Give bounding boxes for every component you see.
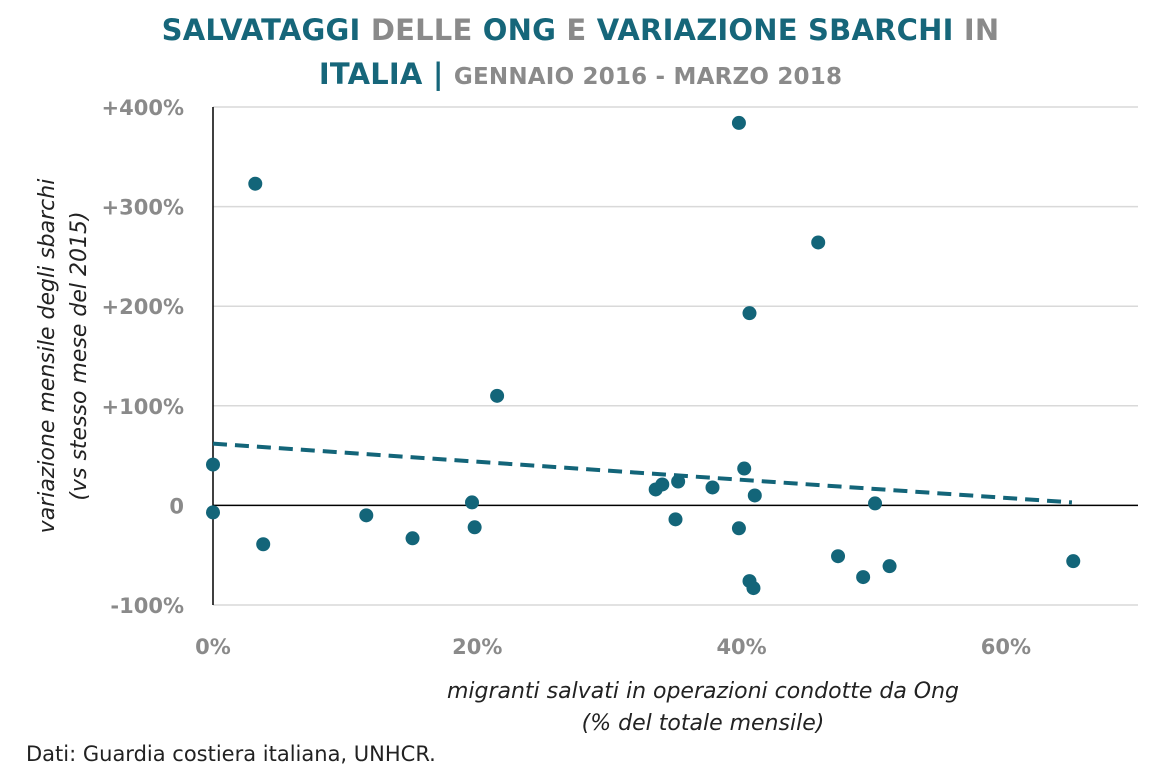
y-tick-label: +300% (102, 196, 184, 220)
title-part: VARIAZIONE SBARCHI (596, 13, 954, 47)
data-point (256, 537, 271, 552)
data-point (742, 306, 757, 321)
data-point (882, 559, 897, 574)
data-point (465, 495, 479, 510)
y-tick-label: +400% (102, 96, 184, 120)
data-point (668, 512, 683, 527)
trend-line-group (212, 441, 1073, 505)
data-point (746, 581, 761, 596)
data-point (405, 531, 420, 546)
data-point (731, 115, 746, 130)
data-point (731, 521, 746, 536)
y-tick-label: 0 (169, 494, 184, 518)
x-tick-label: 60% (981, 635, 1031, 659)
axes (212, 107, 1138, 605)
data-point (811, 235, 826, 250)
x-axis-label: (% del totale mensile) (582, 711, 825, 736)
data-points (206, 115, 1081, 596)
x-tick-label: 40% (716, 635, 766, 659)
y-tick-label: -100% (110, 594, 184, 618)
data-point (705, 480, 720, 495)
title-part: ITALIA (318, 57, 423, 91)
title-part: E (556, 13, 597, 47)
chart-title: SALVATAGGI DELLE ONG E VARIAZIONE SBARCH… (0, 8, 1161, 99)
x-tick-label: 20% (452, 635, 502, 659)
axis-labels: migranti salvati in operazioni condotte … (35, 179, 959, 736)
y-tick-labels: -100% 0 +100% +200% +300% +400% (102, 96, 184, 618)
title-part: ONG (482, 13, 557, 47)
data-point (1066, 554, 1081, 569)
trend-line (212, 441, 1073, 505)
data-point (248, 176, 263, 191)
data-point (206, 457, 220, 472)
data-point (831, 549, 846, 564)
data-point (856, 570, 871, 585)
data-point (206, 505, 220, 520)
data-point (671, 474, 686, 489)
title-line-1: SALVATAGGI DELLE ONG E VARIAZIONE SBARCH… (0, 8, 1161, 52)
data-point (868, 496, 883, 511)
data-point (737, 461, 752, 476)
y-axis-label: variazione mensile degli sbarchi (35, 179, 60, 534)
title-part: SALVATAGGI (161, 13, 361, 47)
source-note: Dati: Guardia costiera italiana, UNHCR. (26, 742, 436, 766)
chart-subtitle: GENNAIO 2016 - MARZO 2018 (453, 64, 843, 90)
y-axis-label: (vs stesso mese del 2015) (67, 211, 92, 500)
title-separator: | (422, 57, 454, 91)
x-tick-labels: 0% 20% 40% 60% (195, 635, 1031, 659)
title-part: IN (953, 13, 1000, 47)
x-axis-label: migranti salvati in operazioni condotte … (447, 679, 959, 704)
data-point (490, 388, 505, 403)
data-point (655, 477, 670, 492)
title-line-2: ITALIA | GENNAIO 2016 - MARZO 2018 (0, 52, 1161, 99)
data-point (747, 488, 762, 503)
y-tick-label: +100% (102, 395, 184, 419)
x-tick-label: 0% (195, 635, 231, 659)
data-point (467, 520, 482, 535)
data-point (359, 508, 374, 523)
y-tick-label: +200% (102, 295, 184, 319)
grid-lines (213, 106, 1138, 606)
title-part: DELLE (360, 13, 483, 47)
